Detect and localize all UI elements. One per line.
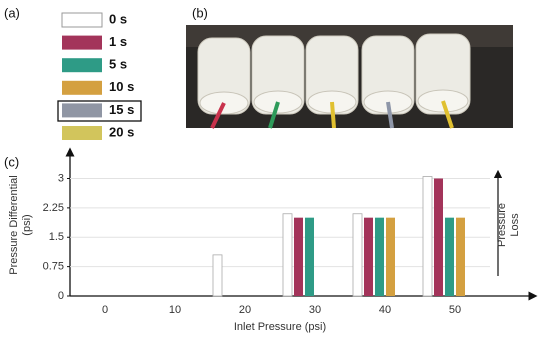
bar [305, 217, 314, 296]
y-tick-label: 0 [58, 290, 64, 302]
x-tick-label: 0 [102, 304, 108, 316]
legend-label: 1 s [109, 34, 127, 49]
legend-swatch [61, 12, 103, 28]
bar [282, 213, 293, 297]
x-tick-label: 40 [379, 304, 391, 316]
panel-label: (a) [4, 5, 20, 20]
legend-label: 5 s [109, 57, 127, 72]
legend: 0 s 1 s 5 s 10 s 15 s 20 s [61, 11, 134, 140]
panel-label: (b) [192, 5, 208, 20]
x-axis-title: Inlet Pressure (psi) [234, 321, 326, 333]
y-tick-label: 2.25 [43, 202, 64, 214]
legend-swatch [62, 126, 102, 140]
legend-label: 20 s [109, 124, 134, 139]
x-tick-label: 10 [169, 304, 181, 316]
legend-swatch [62, 80, 102, 95]
bar [422, 176, 433, 297]
bar [352, 213, 363, 297]
legend-highlight [57, 100, 142, 122]
bar [212, 254, 223, 297]
legend-swatch [62, 58, 102, 73]
bar [364, 217, 373, 296]
annotation: Pressure [496, 203, 508, 247]
legend-label: 0 s [109, 11, 127, 26]
plot-area: Pressure Loss Pressure Differential (psi… [8, 147, 538, 333]
bar [434, 178, 443, 296]
bar [456, 217, 465, 296]
x-tick-label: 30 [309, 304, 321, 316]
y-tick-label: 0.75 [43, 261, 64, 273]
photo [186, 25, 513, 129]
annotation: Loss [509, 213, 521, 237]
legend-swatch [62, 103, 102, 118]
legend-label: 15 s [109, 102, 134, 117]
bar [294, 217, 303, 296]
y-tick-label: 3 [58, 172, 64, 184]
bar [375, 217, 384, 296]
bar [445, 217, 454, 296]
bar [386, 217, 395, 296]
y-axis-title: (psi) [21, 214, 33, 235]
legend-swatch [62, 35, 102, 50]
y-tick-label: 1.5 [49, 231, 64, 243]
x-tick-label: 50 [449, 304, 461, 316]
x-tick-label: 20 [239, 304, 251, 316]
legend-label: 10 s [109, 79, 134, 94]
y-axis-title: Pressure Differential [8, 175, 20, 274]
panel-label: (c) [4, 154, 19, 169]
